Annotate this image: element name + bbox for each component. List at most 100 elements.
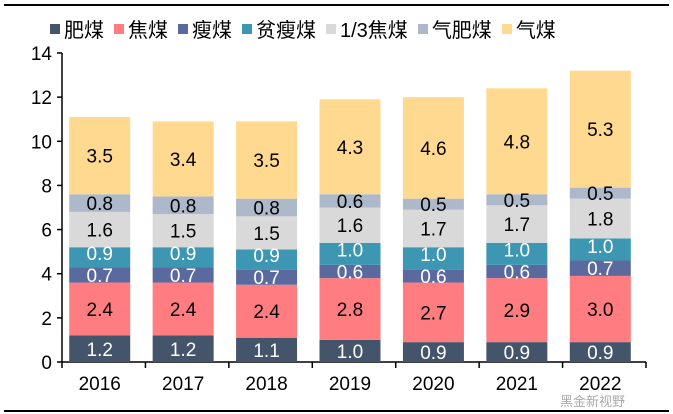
legend-item: 肥煤 [50, 14, 104, 43]
legend-swatch [178, 23, 188, 34]
data-label: 3.5 [87, 147, 113, 168]
bar-segment [319, 264, 381, 279]
bar-segment [402, 342, 464, 362]
bar-segment [402, 269, 464, 283]
data-label: 2.4 [170, 300, 197, 321]
bar-segment [69, 247, 131, 268]
bar-segment [319, 242, 381, 265]
bar-segment [152, 121, 214, 197]
bar-segment [69, 211, 131, 248]
bar-segment [569, 198, 631, 239]
legend-item: 瘦煤 [178, 14, 232, 43]
legend-swatch [242, 23, 252, 34]
x-tick-label: 2016 [79, 374, 121, 395]
bar-segment [69, 117, 131, 195]
data-label: 0.9 [87, 244, 113, 265]
bar-segment [569, 70, 631, 188]
bar-segment [486, 264, 548, 279]
data-label: 2.4 [87, 300, 114, 321]
data-label: 2.7 [420, 303, 446, 324]
bar-segment [236, 269, 298, 285]
legend-item: 焦煤 [114, 14, 168, 43]
bar-segment [569, 342, 631, 362]
bar-segment [402, 282, 464, 343]
data-label: 0.6 [337, 263, 363, 284]
x-tick-label: 2021 [496, 374, 538, 395]
legend-label: 1/3焦煤 [340, 20, 408, 42]
bar-segment [319, 339, 381, 362]
data-label: 1.2 [87, 340, 113, 361]
data-label: 3.4 [170, 150, 197, 171]
data-label: 0.9 [170, 244, 196, 265]
data-label: 1.2 [170, 340, 196, 361]
bar-segment [402, 247, 464, 270]
bar-segment [486, 242, 548, 265]
data-label: 4.8 [504, 132, 530, 153]
bar-segment [402, 198, 464, 210]
data-label: 0.8 [253, 199, 279, 220]
legend-swatch [417, 23, 428, 34]
legend-item: 气煤 [501, 14, 556, 43]
legend-label: 气肥煤 [431, 20, 492, 42]
data-label: 0.9 [420, 343, 446, 364]
y-tick-label: 10 [31, 132, 52, 153]
bar-segment [486, 342, 548, 362]
bar-segment [486, 278, 548, 343]
bar-segment [69, 335, 131, 362]
legend-item: 气肥煤 [417, 14, 492, 43]
bar-segment [319, 194, 381, 208]
bar-segment [569, 275, 631, 343]
data-label: 1.0 [504, 241, 530, 262]
data-label: 5.3 [587, 120, 613, 141]
y-tick-label: 12 [31, 88, 52, 109]
legend-label: 气煤 [515, 20, 556, 42]
bar-segment [152, 214, 214, 248]
bar-segment [152, 335, 214, 362]
bar-segment [402, 209, 464, 248]
legend: 肥煤 焦煤 瘦煤 贫瘦煤 1/3焦煤 气肥煤 气煤 [50, 14, 556, 43]
legend-swatch [114, 23, 124, 34]
y-tick-label: 8 [41, 176, 52, 197]
y-tick-label: 6 [41, 221, 52, 242]
data-label: 1.7 [504, 215, 530, 236]
legend-swatch [501, 23, 512, 34]
data-label: 0.9 [587, 343, 613, 364]
data-label: 0.9 [253, 246, 279, 267]
data-label: 0.6 [504, 263, 530, 284]
data-label: 0.6 [420, 267, 446, 288]
bar-segment [486, 205, 548, 243]
legend-label: 瘦煤 [192, 20, 232, 42]
bar-segment [486, 88, 548, 195]
data-label: 1.1 [253, 341, 279, 362]
legend-swatch [50, 23, 60, 34]
bar-segment [319, 99, 381, 195]
data-label: 1.0 [337, 342, 363, 363]
data-label: 1.5 [170, 222, 196, 243]
bar-segment [319, 278, 381, 340]
data-label: 1.0 [420, 245, 446, 266]
x-tick-label: 2018 [245, 374, 287, 395]
x-tick-label: 2020 [412, 374, 454, 395]
data-label: 0.6 [337, 192, 363, 213]
data-label: 0.8 [87, 194, 113, 215]
legend-label: 焦煤 [128, 20, 168, 42]
bar-segment [152, 196, 214, 215]
y-tick-label: 4 [41, 265, 52, 286]
bar-segment [569, 260, 631, 276]
data-label: 0.5 [504, 191, 530, 212]
bar-segment [236, 284, 298, 338]
bar-segment [236, 337, 298, 362]
data-label: 4.3 [337, 138, 363, 159]
y-tick-label: 0 [41, 353, 52, 374]
data-label: 0.5 [587, 184, 613, 205]
x-tick-label: 2019 [329, 374, 371, 395]
data-label: 1.5 [253, 224, 279, 245]
data-label: 2.8 [337, 300, 363, 321]
bar-segment [486, 194, 548, 206]
data-label: 2.4 [253, 302, 280, 323]
data-label: 3.5 [253, 151, 279, 172]
x-tick-label: 2022 [579, 374, 621, 395]
data-label: 0.7 [253, 268, 279, 289]
data-label: 0.8 [170, 196, 196, 217]
